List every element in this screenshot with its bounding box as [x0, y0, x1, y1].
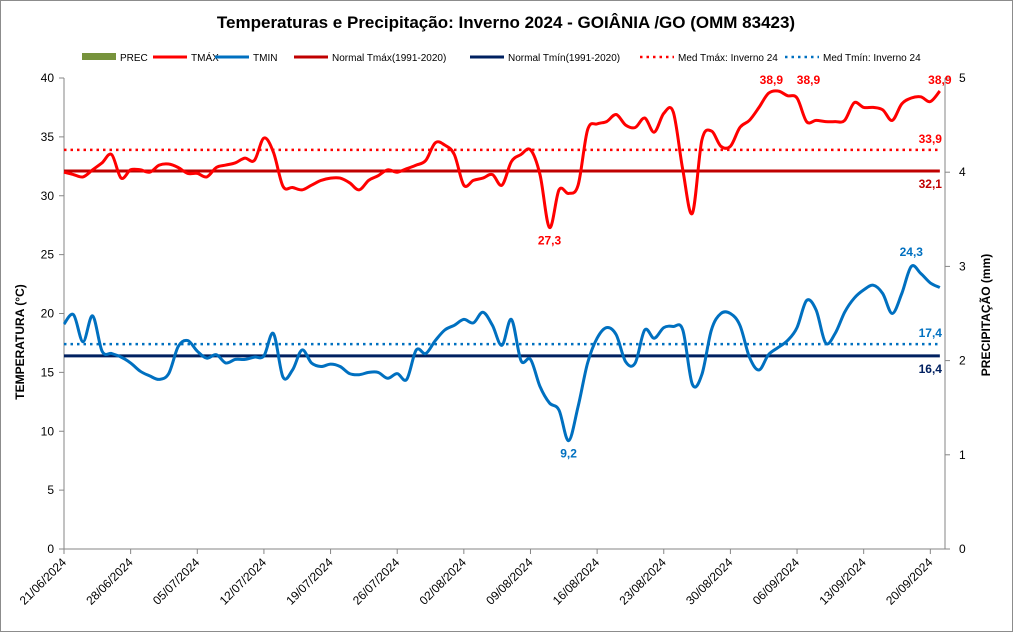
data-label: 16,4 [919, 362, 943, 376]
data-label: 17,4 [919, 326, 943, 340]
x-tick-label: 12/07/2024 [217, 555, 270, 608]
legend-label: Normal Tmáx(1991-2020) [332, 53, 446, 64]
y2-tick-label: 5 [959, 71, 966, 85]
legend-label: TMIN [253, 53, 277, 64]
tmin-line [62, 264, 941, 443]
x-tick-label: 02/08/2024 [417, 555, 470, 608]
legend-swatch-prec [82, 53, 116, 60]
y2-axis-title: PRECIPITAÇÃO (mm) [978, 254, 993, 376]
y2-tick-label: 0 [959, 542, 966, 556]
chart-title: Temperaturas e Precipitação: Inverno 202… [217, 13, 795, 32]
data-label: 9,2 [560, 447, 577, 461]
x-tick-label: 21/06/2024 [17, 555, 70, 608]
y-tick-label: 35 [41, 130, 55, 144]
x-tick-label: 19/07/2024 [283, 555, 336, 608]
y-tick-label: 25 [41, 248, 55, 262]
y2-tick-label: 3 [959, 259, 966, 273]
x-tick-label: 05/07/2024 [150, 555, 203, 608]
y-tick-label: 20 [41, 307, 55, 321]
y2-tick-label: 2 [959, 354, 966, 368]
data-label: 27,3 [538, 234, 562, 248]
legend-label: PREC [120, 53, 148, 64]
legend-label: TMÁX [191, 51, 219, 64]
data-label: 38,9 [760, 73, 784, 87]
x-tick-label: 16/08/2024 [550, 555, 603, 608]
y-tick-label: 40 [41, 71, 55, 85]
annotations: 38,9 38,9 38,9 27,3 33,9 32,1 24,3 17,4 16,4 9,2 [538, 73, 952, 461]
legend-label: Normal Tmín(1991-2020) [508, 53, 620, 64]
x-tick-label: 13/09/2024 [816, 555, 869, 608]
data-label: 38,9 [928, 73, 952, 87]
x-tick-label: 06/09/2024 [750, 555, 803, 608]
x-tick-label: 09/08/2024 [483, 555, 536, 608]
data-label: 32,1 [919, 177, 943, 191]
y2-tick-label: 1 [959, 448, 966, 462]
y-tick-label: 15 [41, 365, 55, 379]
x-tick-label: 20/09/2024 [883, 555, 936, 608]
legend: PREC TMÁX TMIN Normal Tmáx(1991-2020) Normal… [82, 51, 921, 64]
y-axis-title: TEMPERATURA (°C) [13, 284, 27, 399]
data-label: 33,9 [919, 132, 943, 146]
y2-tick-label: 4 [959, 165, 966, 179]
legend-label: Med Tmáx: Inverno 24 [678, 53, 778, 64]
data-label: 38,9 [797, 73, 821, 87]
y-tick-label: 30 [41, 189, 55, 203]
y-tick-label: 0 [47, 542, 54, 556]
x-tick-label: 28/06/2024 [83, 555, 136, 608]
x-tick-label: 26/07/2024 [350, 555, 403, 608]
tmax-line [63, 89, 941, 230]
legend-label: Med Tmín: Inverno 24 [823, 53, 921, 64]
x-tick-label: 30/08/2024 [683, 555, 736, 608]
y-tick-label: 10 [41, 424, 55, 438]
y-tick-label: 5 [47, 483, 54, 497]
x-tick-label: 23/08/2024 [617, 555, 670, 608]
series-lines [62, 89, 941, 443]
data-label: 24,3 [900, 245, 924, 259]
